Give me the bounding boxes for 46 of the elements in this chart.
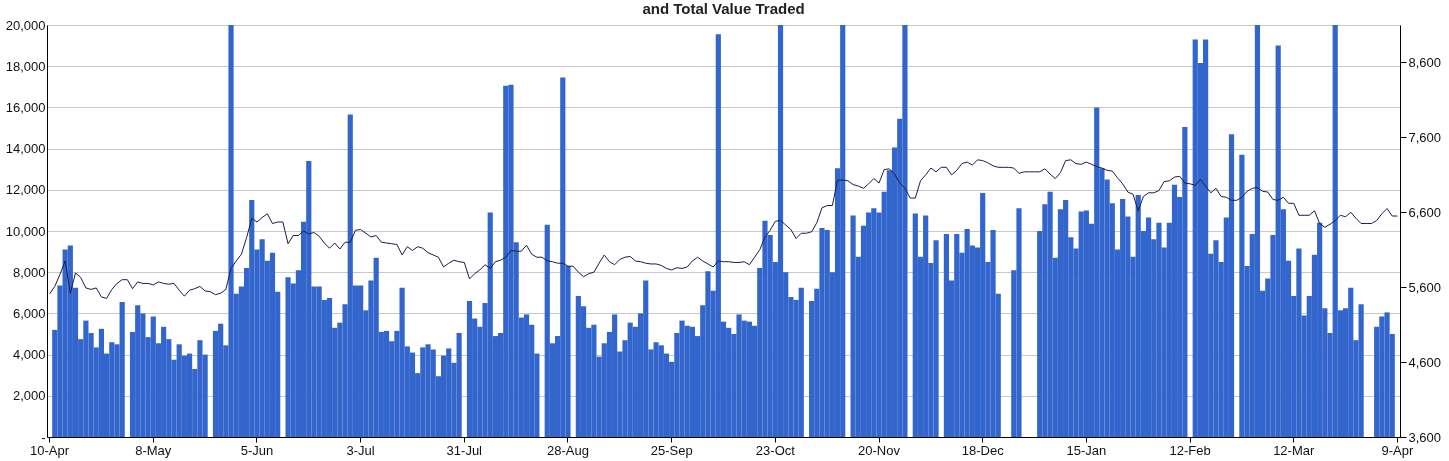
- y-tick-label: 12,000: [5, 182, 46, 198]
- bar: [1171, 184, 1178, 437]
- y-tick-label: 2,000: [12, 388, 46, 404]
- y2-tick-label: 6,600: [1408, 204, 1442, 220]
- bar: [777, 25, 784, 437]
- y-tick-label: 16,000: [5, 99, 46, 115]
- chart-title: and Total Value Traded: [642, 0, 805, 17]
- bar: [326, 297, 333, 437]
- y-tick-label: 4,000: [12, 347, 46, 363]
- bar: [746, 321, 753, 437]
- y2-tick-label: 3,600: [1408, 429, 1442, 445]
- x-tick-label: 12-Mar: [1273, 442, 1315, 458]
- y-tick-label: -: [41, 429, 46, 445]
- bar: [1254, 25, 1261, 437]
- x-tick-label: 3-Jul: [346, 442, 375, 458]
- bar: [383, 330, 390, 437]
- x-tick-label: 5-Jun: [240, 442, 274, 458]
- y-tick-label: 18,000: [5, 58, 46, 74]
- x-tick-label: 25-Sep: [650, 442, 693, 458]
- x-tick-label: 12-Feb: [1169, 442, 1211, 458]
- x-tick-label: 8-May: [135, 442, 172, 458]
- bar: [1228, 134, 1235, 437]
- bar: [98, 328, 105, 437]
- y-tick-label: 20,000: [5, 17, 46, 33]
- x-tick-label: 9-Apr: [1381, 442, 1414, 458]
- x-tick-label: 23-Oct: [755, 442, 796, 458]
- bar: [1145, 217, 1152, 437]
- line-series: [49, 159, 1398, 299]
- bar: [523, 314, 530, 437]
- y-tick-label: 6,000: [12, 305, 46, 321]
- bar: [466, 301, 473, 437]
- y-tick-label: 14,000: [5, 141, 46, 157]
- y-tick-label: 8,000: [12, 264, 46, 280]
- bar: [269, 252, 276, 437]
- x-tick-label: 28-Aug: [547, 442, 589, 458]
- x-tick-label: 15-Jan: [1066, 442, 1107, 458]
- x-tick-label: 18-Dec: [961, 442, 1005, 458]
- x-tick-label: 10-Apr: [30, 442, 70, 458]
- y2-tick-label: 5,600: [1408, 279, 1442, 295]
- y2-tick-label: 4,600: [1408, 354, 1442, 370]
- x-tick-label: 20-Nov: [858, 442, 901, 458]
- x-tick-label: 31-Jul: [446, 442, 483, 458]
- bar: [186, 353, 193, 437]
- y2-tick-label: 7,600: [1408, 129, 1442, 145]
- y2-tick-label: 8,600: [1408, 54, 1442, 70]
- y-tick-label: 10,000: [5, 223, 46, 239]
